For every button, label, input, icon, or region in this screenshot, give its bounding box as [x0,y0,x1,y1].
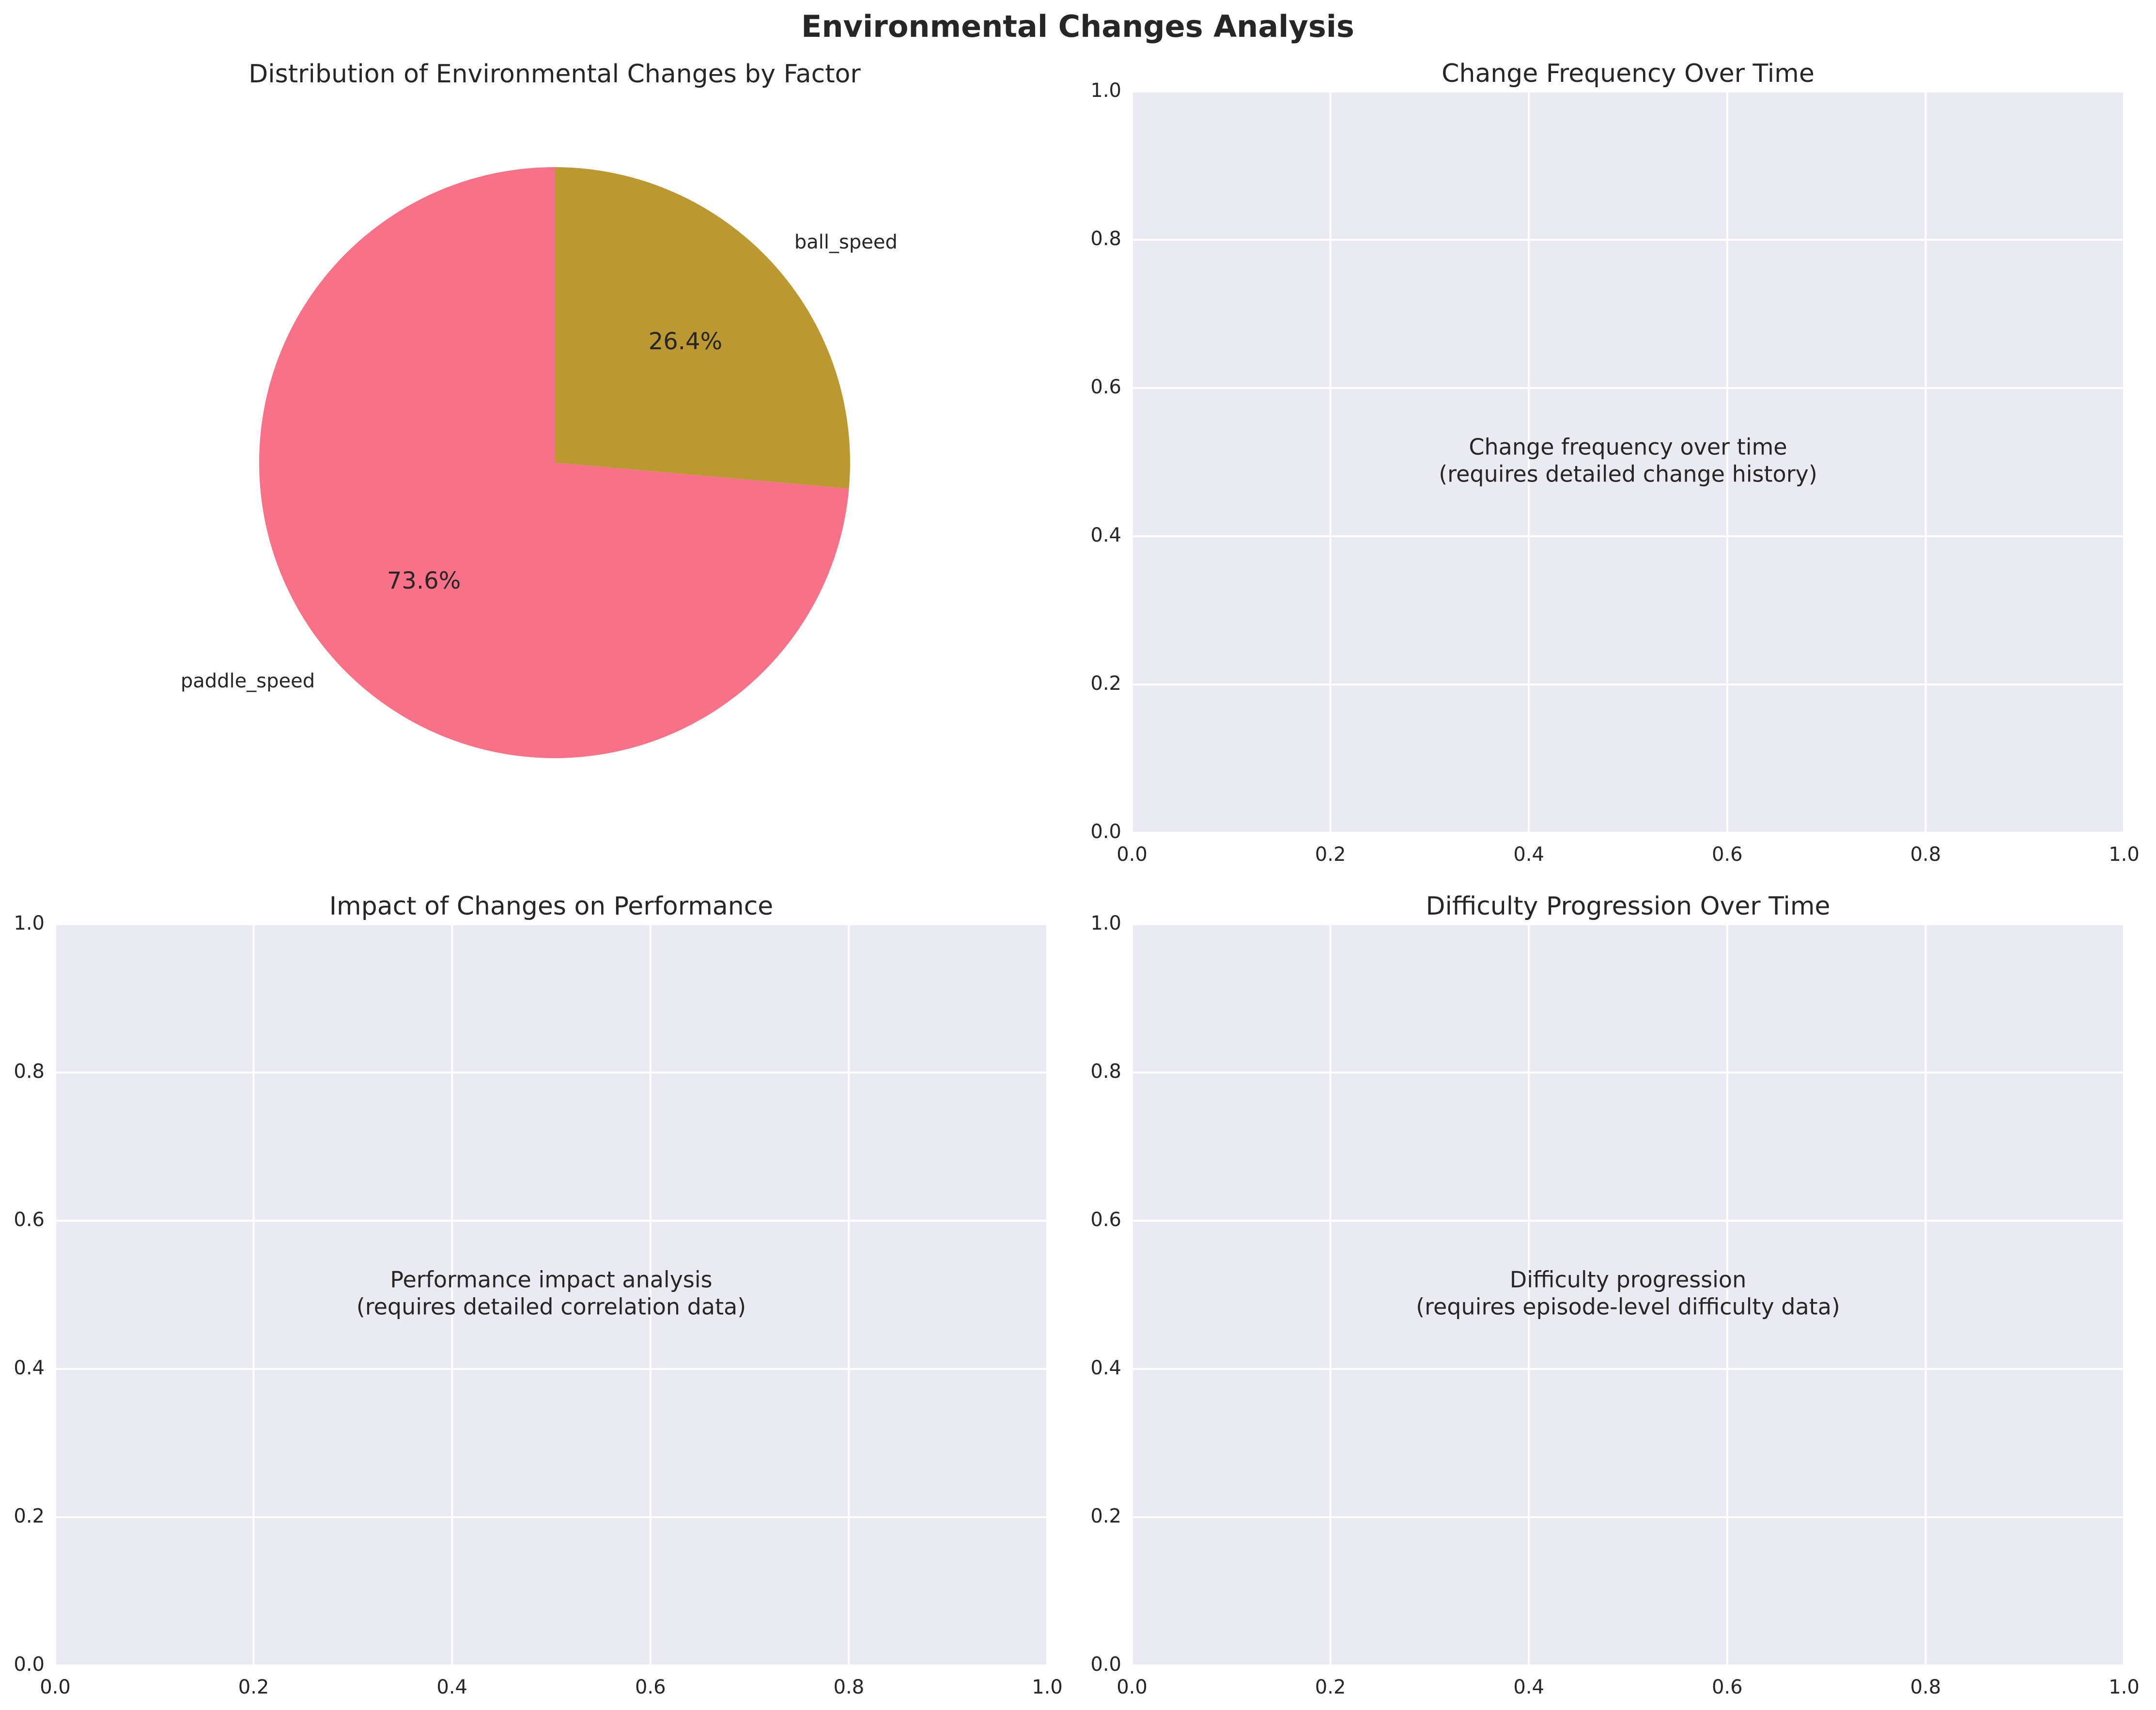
panel-1-plot-area [1132,92,2124,833]
pie-labels: paddle_speed 73.6% ball_speed 26.4% [181,231,898,692]
panel-3-x-tick-label: 0.6 [1712,1676,1743,1698]
pie-percent-ball-speed: 26.4% [649,328,722,355]
panel-3-x-tick-label: 0.2 [1315,1676,1346,1698]
panel-3-y-tick-label: 0.8 [1090,1060,1121,1083]
panel-1-y-tick-label: 1.0 [1090,79,1121,102]
pie-slice-ball-speed [555,167,850,489]
panel-1-x-tick-label: 0.0 [1117,843,1148,866]
panel-1-x-tick-label: 0.8 [1910,843,1941,866]
panel-3-x-tick-label: 0.8 [1910,1676,1941,1698]
panel-1-x-tick-label: 0.2 [1315,843,1346,866]
change-frequency-panel: Change Frequency Over Time 0.0 0.2 0.4 0.6 0.… [1090,59,2139,866]
pie-chart-panel: Distribution of Environmental Changes by… [181,60,898,758]
pie-slices [259,167,850,758]
panel-2-plot-area [55,924,1047,1665]
panel-2-x-tick-label: 0.2 [238,1676,269,1698]
panel-3-y-tick-label: 1.0 [1090,912,1121,934]
panel-1-y-tick-label: 0.2 [1090,672,1121,695]
panel-2-x-tick-label: 0.8 [834,1676,865,1698]
panel-3-y-tick-label: 0.6 [1090,1209,1121,1231]
panel-2-y-tick-label: 0.8 [14,1060,45,1083]
panel-3-y-tick-label: 0.2 [1090,1505,1121,1527]
panel-1-title: Change Frequency Over Time [1442,59,1815,88]
panel-1-x-tick-label: 1.0 [2109,843,2140,866]
panel-2-x-tick-label: 1.0 [1032,1676,1063,1698]
panel-3-y-tick-label: 0.0 [1090,1653,1121,1676]
performance-impact-panel: Impact of Changes on Performance 0.0 0.2 0.… [14,892,1062,1698]
panel-2-message-line: (requires detailed correlation data) [357,1294,746,1320]
panel-3-plot-area [1132,924,2124,1665]
pie-label-ball-speed: ball_speed [794,231,898,253]
panel-1-y-tick-label: 0.8 [1090,228,1121,250]
panel-3-title: Difficulty Progression Over Time [1426,892,1830,921]
panel-2-x-tick-label: 0.4 [436,1676,467,1698]
pie-percent-paddle-speed: 73.6% [387,567,461,594]
panel-3-x-tick-label: 0.0 [1117,1676,1148,1698]
panel-1-message-line: Change frequency over time [1469,434,1787,460]
figure-title: Environmental Changes Analysis [801,9,1354,44]
panel-1-x-tick-label: 0.4 [1513,843,1544,866]
pie-label-paddle-speed: paddle_speed [181,670,315,692]
pie-chart-title: Distribution of Environmental Changes by… [248,60,861,89]
panel-2-message-line: Performance impact analysis [390,1267,712,1293]
panel-3-x-tick-label: 0.4 [1513,1676,1544,1698]
panel-2-y-tick-label: 0.0 [14,1653,45,1676]
panel-3-message-line: Difficulty progression [1510,1267,1746,1293]
panel-1-x-tick-label: 0.6 [1712,843,1743,866]
panel-1-y-tick-label: 0.4 [1090,524,1121,546]
panel-2-y-tick-label: 1.0 [14,912,45,934]
panel-3-message-line: (requires episode-level difficulty data) [1416,1294,1840,1320]
panel-2-x-tick-label: 0.0 [40,1676,71,1698]
pie-slice-paddle-speed [259,167,849,758]
panel-1-y-tick-label: 0.6 [1090,376,1121,398]
panel-3-x-tick-label: 1.0 [2109,1676,2140,1698]
panel-2-y-tick-label: 0.2 [14,1505,45,1527]
difficulty-progression-panel: Difficulty Progression Over Time 0.0 0.2 0.… [1090,892,2139,1698]
panel-1-y-tick-label: 0.0 [1090,821,1121,843]
panel-2-x-tick-label: 0.6 [635,1676,666,1698]
panel-1-message-line: (requires detailed change history) [1439,461,1817,487]
panel-2-y-tick-label: 0.6 [14,1209,45,1231]
panel-3-y-tick-label: 0.4 [1090,1357,1121,1379]
panel-2-y-tick-label: 0.4 [14,1357,45,1379]
panel-2-title: Impact of Changes on Performance [329,892,774,921]
